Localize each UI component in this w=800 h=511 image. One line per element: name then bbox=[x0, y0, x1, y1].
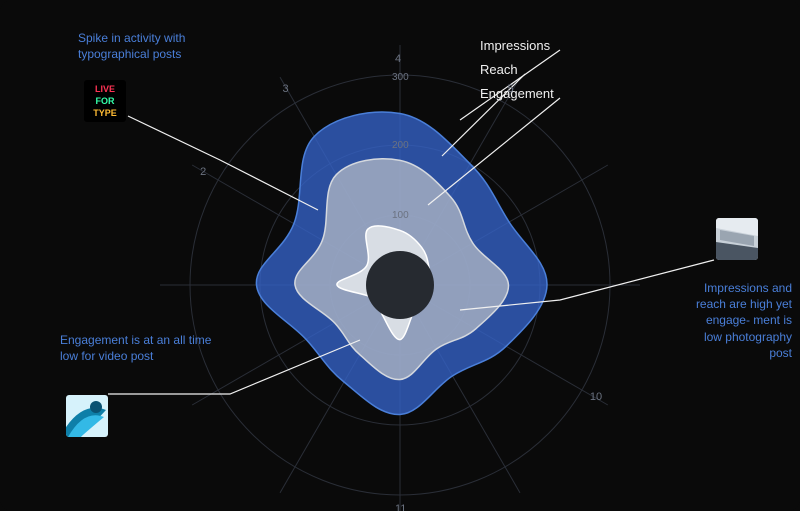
annotation-video: Engagement is at an all time low for vid… bbox=[60, 332, 230, 364]
radial-tick-label: 200 bbox=[392, 140, 409, 151]
radial-tick-label: 100 bbox=[392, 210, 409, 221]
legend-impressions: Impressions bbox=[480, 38, 550, 53]
annotation-photo: Impressions and reach are high yet engag… bbox=[692, 280, 792, 361]
axis-label: 11 bbox=[395, 503, 406, 511]
annotation-typo: Spike in activity with typographical pos… bbox=[78, 30, 248, 62]
thumb-typo: LIVE FOR TYPE bbox=[84, 80, 126, 122]
legend-reach: Reach bbox=[480, 62, 518, 77]
svg-text:TYPE: TYPE bbox=[93, 108, 117, 118]
legend-engagement: Engagement bbox=[480, 86, 554, 101]
axis-label: 5 bbox=[508, 83, 514, 95]
axis-label: 2 bbox=[200, 166, 206, 178]
thumb-photo bbox=[716, 218, 758, 260]
axis-label: 3 bbox=[283, 83, 289, 95]
svg-text:FOR: FOR bbox=[96, 96, 115, 106]
thumb-video bbox=[66, 395, 108, 437]
svg-text:LIVE: LIVE bbox=[95, 84, 115, 94]
radial-tick-label: 300 bbox=[392, 72, 409, 83]
axis-label: 10 bbox=[590, 391, 602, 403]
axis-label: 4 bbox=[395, 53, 401, 65]
